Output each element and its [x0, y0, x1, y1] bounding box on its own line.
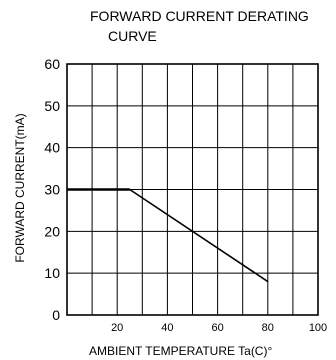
x-tick-labels: 20 40 60 80 100	[111, 322, 327, 334]
y-tick-label: 30	[44, 182, 60, 198]
x-tick-label: 60	[211, 322, 223, 334]
x-axis-label: AMBIENT TEMPERATURE Ta(C)°	[89, 344, 272, 358]
y-tick-label: 20	[44, 223, 60, 239]
x-tick-label: 40	[161, 322, 173, 334]
y-tick-label: 10	[44, 265, 60, 281]
y-tick-label: 40	[44, 140, 60, 156]
chart-title-line1: FORWARD CURRENT DERATING	[90, 8, 309, 24]
series-layer	[67, 188, 269, 283]
y-tick-label: 0	[52, 307, 60, 323]
y-tick-label: 60	[44, 56, 60, 72]
x-tick-label: 20	[111, 322, 123, 334]
y-tick-label: 50	[44, 98, 60, 114]
y-tick-labels: 0 10 20 30 40 50 60	[44, 56, 60, 323]
x-tick-label: 100	[309, 322, 327, 334]
y-axis-label: FORWARD CURRENT(mA)	[13, 113, 27, 262]
x-tick-label: 80	[262, 322, 274, 334]
chart-title-line2: CURVE	[108, 28, 157, 44]
